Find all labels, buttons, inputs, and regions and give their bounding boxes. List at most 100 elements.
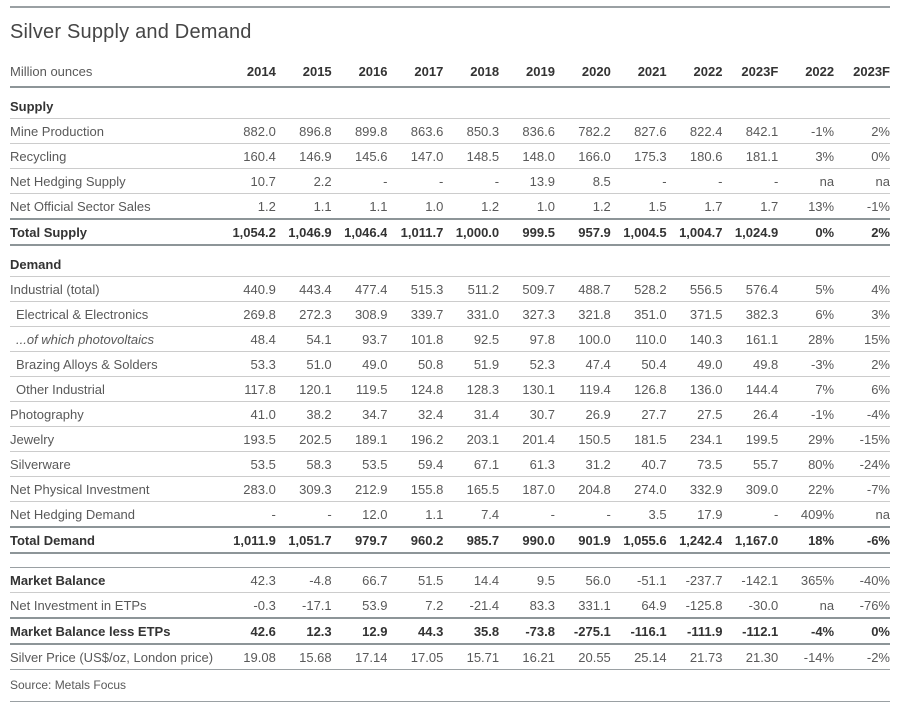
cell-value: 180.6 <box>666 143 723 169</box>
page-title: Silver Supply and Demand <box>10 21 252 43</box>
cell-value: 331.1 <box>554 592 611 619</box>
cell-value: -21.4 <box>443 592 500 619</box>
cell-value <box>834 245 890 277</box>
cell-value: 1.1 <box>331 193 388 220</box>
cell-value: - <box>443 168 500 194</box>
cell-value <box>610 245 667 277</box>
cell-value: 528.2 <box>610 276 667 302</box>
column-header: 2021 <box>610 58 667 88</box>
row-label: Net Hedging Supply <box>10 168 220 194</box>
cell-value: 2% <box>834 219 890 246</box>
cell-value: 51.9 <box>443 351 500 377</box>
cell-value: 203.1 <box>443 426 500 452</box>
cell-value: 34.7 <box>331 401 388 427</box>
cell-value: - <box>666 168 723 194</box>
cell-value: 202.5 <box>275 426 332 452</box>
cell-value: 49.8 <box>722 351 779 377</box>
cell-value <box>331 87 388 119</box>
spacer-cell <box>10 553 890 568</box>
cell-value: 999.5 <box>499 219 555 246</box>
cell-value: 54.1 <box>275 326 332 352</box>
cell-value: 6% <box>778 301 835 327</box>
cell-value: 93.7 <box>331 326 388 352</box>
cell-value: -275.1 <box>554 618 611 645</box>
cell-value: 30.7 <box>499 401 555 427</box>
cell-value: 146.9 <box>275 143 332 169</box>
cell-value: 10.7 <box>220 168 276 194</box>
cell-value: 119.5 <box>331 376 388 402</box>
table-row: Net Hedging Supply 10.7 2.2- - -13.9 8.5- - - na… <box>10 168 890 194</box>
cell-value: 97.8 <box>499 326 555 352</box>
cell-value: 4% <box>834 276 890 302</box>
cell-value: 274.0 <box>610 476 667 502</box>
row-label: Net Hedging Demand <box>10 501 220 528</box>
cell-value: 234.1 <box>666 426 723 452</box>
cell-value: 1.7 <box>666 193 723 220</box>
column-header: 2016 <box>331 58 388 88</box>
cell-value: 882.0 <box>220 118 276 144</box>
cell-value: 3% <box>834 301 890 327</box>
cell-value: 128.3 <box>443 376 500 402</box>
cell-value: -3% <box>778 351 835 377</box>
cell-value: 181.5 <box>610 426 667 452</box>
cell-value: 0% <box>834 143 890 169</box>
cell-value: 5% <box>778 276 835 302</box>
cell-value: 1,046.4 <box>331 219 388 246</box>
cell-value: 6% <box>834 376 890 402</box>
cell-value: - <box>275 501 332 528</box>
cell-value: 7% <box>778 376 835 402</box>
cell-value: 51.5 <box>387 567 444 593</box>
row-label: Silverware <box>10 451 220 477</box>
cell-value: 59.4 <box>387 451 444 477</box>
cell-value: 136.0 <box>666 376 723 402</box>
cell-value: 863.6 <box>387 118 444 144</box>
column-header: 2014 <box>220 58 276 88</box>
cell-value <box>275 245 332 277</box>
cell-value: 896.8 <box>275 118 332 144</box>
cell-value: 16.21 <box>499 644 555 670</box>
cell-value: 272.3 <box>275 301 332 327</box>
cell-value: 1.2 <box>554 193 611 220</box>
cell-value <box>387 245 444 277</box>
cell-value <box>610 87 667 119</box>
cell-value <box>666 87 723 119</box>
cell-value: 1.7 <box>722 193 779 220</box>
cell-value <box>220 245 276 277</box>
table-row: Photography 41.0 38.2 34.7 32.4 31.4 30.7 26.9 2… <box>10 401 890 427</box>
cell-value: 189.1 <box>331 426 388 452</box>
cell-value: -73.8 <box>499 618 555 645</box>
cell-value: 53.5 <box>220 451 276 477</box>
cell-value: 17.9 <box>666 501 723 528</box>
cell-value: 2% <box>834 351 890 377</box>
cell-value: 3% <box>778 143 835 169</box>
cell-value: 110.0 <box>610 326 667 352</box>
cell-value <box>554 87 611 119</box>
cell-value <box>722 87 779 119</box>
cell-value: - <box>499 501 555 528</box>
cell-value: - <box>554 501 611 528</box>
cell-value <box>722 245 779 277</box>
cell-value: 1,167.0 <box>722 527 779 554</box>
row-label: Demand <box>10 245 220 277</box>
cell-value: 985.7 <box>443 527 500 554</box>
cell-value: - <box>387 168 444 194</box>
cell-value: 17.14 <box>331 644 388 670</box>
table-row: Other Industrial 117.8 120.1 119.5 124.8 128.… <box>10 376 890 402</box>
cell-value: 0% <box>834 618 890 645</box>
cell-value: -4% <box>834 401 890 427</box>
cell-value: 130.1 <box>499 376 555 402</box>
cell-value: 31.4 <box>443 401 500 427</box>
cell-value: 12.0 <box>331 501 388 528</box>
cell-value <box>554 245 611 277</box>
cell-value: 12.3 <box>275 618 332 645</box>
table-row: Total Supply 1,054.2 1,046.9 1,046.4 1,011.7… <box>10 219 890 246</box>
cell-value: 19.08 <box>220 644 276 670</box>
column-header: 2023F <box>834 58 890 88</box>
cell-value: 155.8 <box>387 476 444 502</box>
cell-value: 2% <box>834 118 890 144</box>
silver-supply-demand-table: Million ounces 2014 2015 2016 2017 2018 2019 2… <box>10 58 890 670</box>
cell-value: 1,055.6 <box>610 527 667 554</box>
cell-value: 50.8 <box>387 351 444 377</box>
cell-value: 382.3 <box>722 301 779 327</box>
cell-value: 32.4 <box>387 401 444 427</box>
